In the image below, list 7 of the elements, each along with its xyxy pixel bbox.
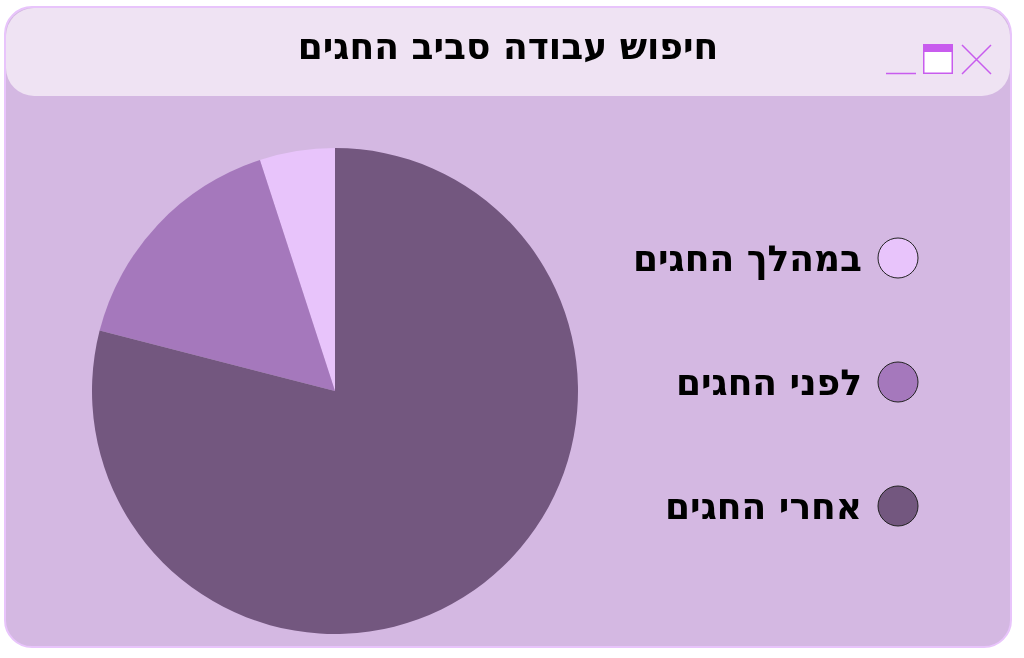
chart-title: חיפוש עבודה סביב החגים (296, 26, 720, 67)
pie-slice (99, 159, 335, 391)
legend-label: אחרי החגים (665, 485, 862, 527)
pie-slice (259, 148, 335, 391)
legend-label: לפני החגים (675, 361, 862, 403)
legend-label: במהלך החגים (632, 237, 862, 279)
pie-slice (92, 148, 578, 634)
